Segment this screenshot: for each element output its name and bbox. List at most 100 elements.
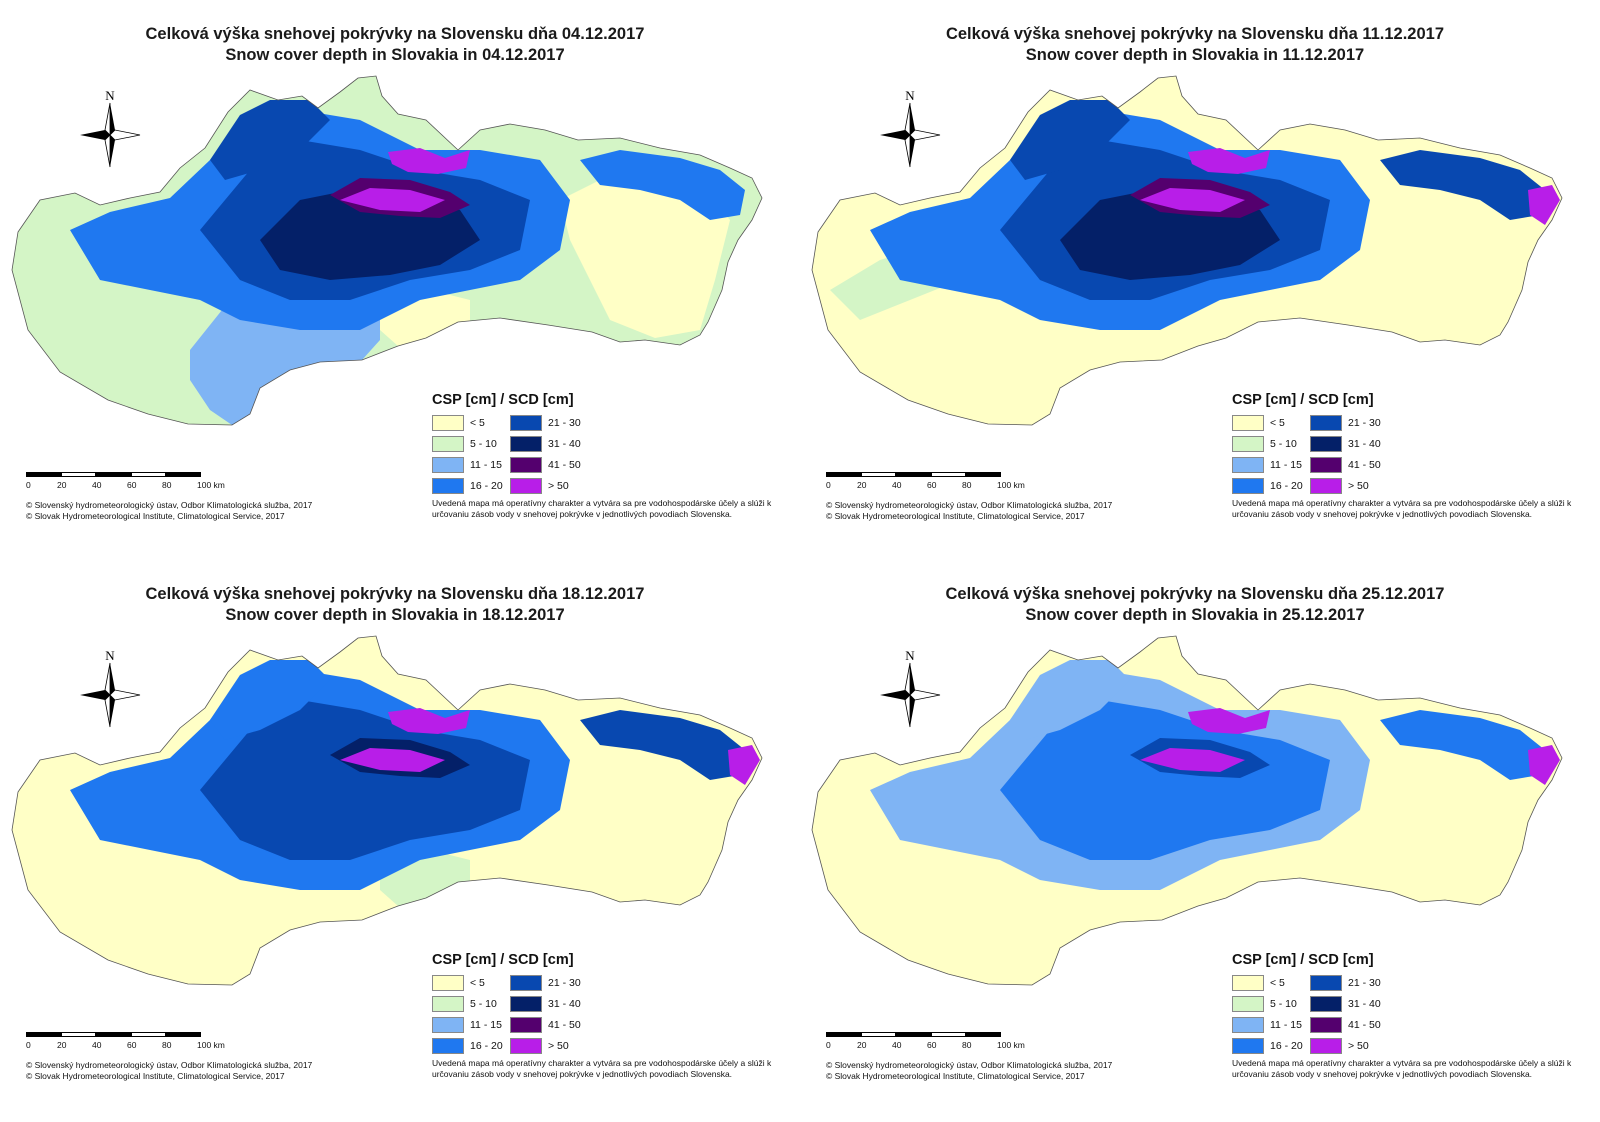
scale-segment (931, 1032, 966, 1037)
legend-item: 5 - 10 (1232, 995, 1297, 1013)
legend-swatch (1310, 436, 1342, 452)
legend-label: < 5 (470, 417, 485, 429)
country-border (11, 75, 763, 426)
legend-label: 41 - 50 (548, 459, 581, 471)
snow-region-east-ridge (1380, 710, 1545, 780)
scale-tick-label: 20 (57, 1040, 67, 1050)
north-arrow-icon (880, 102, 941, 168)
copyright: © Slovenský hydrometeorologický ústav, O… (826, 500, 1112, 522)
title-sk: Celková výška snehovej pokrývky na Slove… (145, 25, 645, 43)
legend-swatch (1232, 975, 1264, 991)
country-border (811, 635, 1563, 986)
legend-swatch (1232, 996, 1264, 1012)
legend-item: 31 - 40 (510, 995, 581, 1013)
snow-region-central-high (200, 700, 530, 860)
legend-swatch (432, 975, 464, 991)
legend-swatch (1310, 457, 1342, 473)
legend-title: CSP [cm] / SCD [cm] (1232, 952, 1374, 968)
legend-item: 5 - 10 (432, 435, 497, 453)
snow-region-east-peaks (1528, 745, 1560, 785)
legend-item: 11 - 15 (432, 1016, 502, 1034)
north-arrow-icon (880, 662, 941, 728)
scale-tick-label: 80 (162, 480, 172, 490)
legend-item: 31 - 40 (1310, 995, 1381, 1013)
scale-tick-label: 100 km (997, 1040, 1025, 1050)
legend-label: < 5 (470, 977, 485, 989)
legend-item: 31 - 40 (1310, 435, 1381, 453)
scale-segment (896, 1032, 931, 1037)
legend: < 5 5 - 10 11 - 15 16 - 20 21 - 30 31 - 40 41 … (1232, 974, 1412, 1064)
scale-segment (166, 472, 201, 477)
legend-label: 21 - 30 (1348, 977, 1381, 989)
scale-bar: 0 20 40 60 80 100 km (26, 1032, 225, 1056)
legend-item: 21 - 30 (1310, 414, 1381, 432)
legend-item: 21 - 30 (510, 414, 581, 432)
snow-region-east-ridge (580, 710, 745, 780)
north-label: N (105, 648, 115, 663)
snow-region-east-ridge (580, 150, 745, 220)
legend-item: 16 - 20 (1232, 1037, 1303, 1055)
legend-label: 11 - 15 (470, 459, 502, 471)
snow-map-panel: N Celková výška snehovej pokrývky na Slo… (0, 560, 790, 1115)
legend-swatch (510, 436, 542, 452)
scale-tick-label: 0 (826, 1040, 831, 1050)
legend-label: 31 - 40 (548, 998, 581, 1010)
legend-swatch (510, 457, 542, 473)
legend-swatch (1232, 436, 1264, 452)
snow-map-panel: N Celková výška snehovej pokrývky na Slo… (800, 0, 1590, 555)
legend-item: 41 - 50 (510, 456, 581, 474)
scale-segment (861, 472, 896, 477)
legend-swatch (1232, 1038, 1264, 1054)
legend-swatch (510, 996, 542, 1012)
legend-label: > 50 (1348, 1040, 1369, 1052)
disclaimer-note: Uvedená mapa má operatívny charakter a v… (432, 498, 772, 519)
legend-label: > 50 (1348, 480, 1369, 492)
country-border (811, 75, 1563, 426)
snow-region-north-tatra (388, 148, 470, 174)
legend-label: < 5 (1270, 977, 1285, 989)
legend-swatch (432, 478, 464, 494)
legend-item: > 50 (510, 477, 569, 495)
legend-swatch (432, 1038, 464, 1054)
legend-swatch (1310, 415, 1342, 431)
panel-title: Celková výška snehovej pokrývky na Slove… (0, 584, 790, 626)
scale-tick-label: 80 (162, 1040, 172, 1050)
scale-tick-label: 0 (26, 480, 31, 490)
scale-tick-label: 20 (57, 480, 67, 490)
snow-region-tatra-peaks (1140, 748, 1245, 772)
scale-segment (826, 1032, 861, 1037)
scale-segment (966, 472, 1001, 477)
snow-region-east-ridge (1380, 150, 1545, 220)
legend-swatch (1310, 478, 1342, 494)
snow-map-panel: N Celková výška snehovej pokrývky na Slo… (800, 560, 1590, 1115)
legend-label: 11 - 15 (1270, 1019, 1302, 1031)
scale-tick-label: 100 km (197, 1040, 225, 1050)
scale-segment (61, 472, 96, 477)
legend-label: 21 - 30 (548, 417, 581, 429)
scale-segment (966, 1032, 1001, 1037)
north-arrow-icon (80, 662, 141, 728)
legend-item: 11 - 15 (1232, 456, 1302, 474)
scale-tick-label: 80 (962, 480, 972, 490)
copyright-line: © Slovak Hydrometeorological Institute, … (26, 511, 285, 521)
disclaimer-note: Uvedená mapa má operatívny charakter a v… (1232, 1058, 1572, 1079)
legend-swatch (1232, 415, 1264, 431)
legend-swatch (1232, 478, 1264, 494)
legend-title: CSP [cm] / SCD [cm] (432, 392, 574, 408)
legend-item: 16 - 20 (1232, 477, 1303, 495)
legend-label: 16 - 20 (470, 480, 503, 492)
snow-region-north-tatra (388, 708, 470, 734)
north-arrow-icon (80, 102, 141, 168)
slovakia-map: N (11, 75, 763, 426)
legend-swatch (1310, 1038, 1342, 1054)
snow-region-northwest-mountains (1010, 660, 1130, 740)
legend-label: 5 - 10 (470, 998, 497, 1010)
scale-tick-label: 100 km (197, 480, 225, 490)
legend-label: 31 - 40 (1348, 438, 1381, 450)
legend-swatch (432, 436, 464, 452)
legend-label: 11 - 15 (1270, 459, 1302, 471)
scale-segment (96, 472, 131, 477)
snow-region-east-lowland (560, 175, 730, 338)
legend-label: 41 - 50 (1348, 1019, 1381, 1031)
scale-tick-label: 20 (857, 1040, 867, 1050)
